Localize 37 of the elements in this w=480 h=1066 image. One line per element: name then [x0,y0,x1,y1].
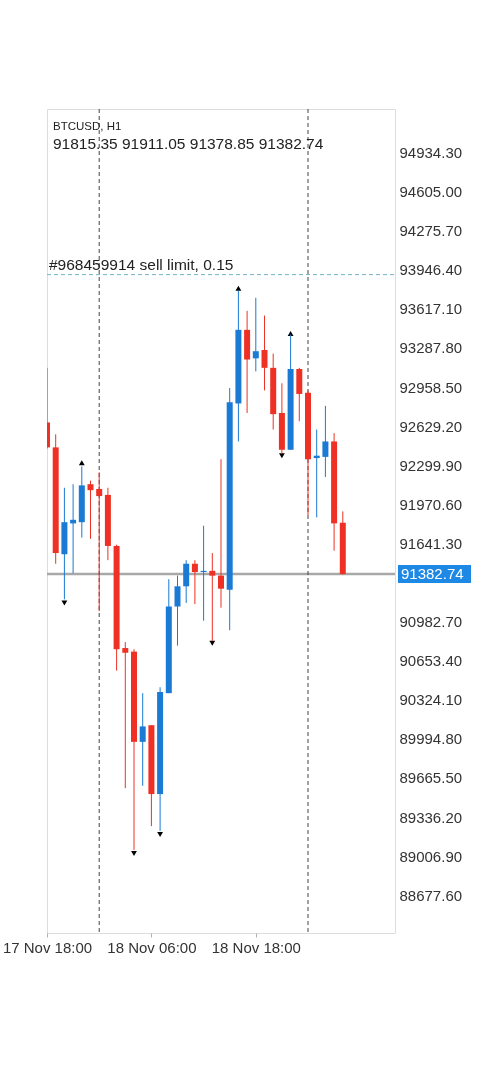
y-tick-label: 90324.10 [399,691,463,709]
y-tick-label: 89665.50 [399,769,463,787]
x-tick-label: 17 Nov 18:00 [2,938,93,956]
x-tick-label: 18 Nov 18:00 [211,938,301,956]
candlestick [122,641,129,789]
text: BTCUSD, H1 [53,119,122,132]
y-tick-label: 94934.30 [399,143,463,161]
y-tick-label: 90653.40 [399,652,463,670]
candlestick [139,692,146,787]
candlestick [218,458,224,609]
y-tick-label: 89006.90 [399,847,463,865]
y-tick-label: 92629.20 [399,417,463,435]
text: 91815.35 91911.05 91378.85 91382.74 [53,135,324,152]
candlestick [261,315,268,391]
y-tick-label: 91641.30 [399,534,463,552]
y-tick-label: 92299.90 [399,456,463,474]
y-tick-label: 93617.10 [399,300,463,318]
y-tick-label: 93946.40 [399,261,463,279]
y-tick-label: 93287.80 [399,339,463,357]
y-tick-label: 90982.70 [399,613,463,631]
y-tick-label: 91970.60 [399,495,463,513]
y-tick-label: 92958.50 [399,378,463,396]
y-tick-label: 94605.00 [399,183,463,201]
ref-line-label: #968459914 sell limit, 0.15 [49,255,234,273]
candlestick [87,480,94,540]
y-tick-label: 94275.70 [399,222,463,240]
ref-line-label: 91382.74 [401,565,464,583]
x-tick-label: 18 Nov 06:00 [107,938,197,956]
candlestick [322,405,329,478]
y-tick-label: 89994.80 [399,730,463,748]
y-tick-label: 88677.60 [399,886,463,904]
candlestick [174,575,181,647]
candlestick [191,559,198,605]
candlestick [96,471,103,612]
candlestick [252,297,259,372]
y-tick-label: 89336.20 [399,808,463,826]
candlestick [183,559,190,604]
